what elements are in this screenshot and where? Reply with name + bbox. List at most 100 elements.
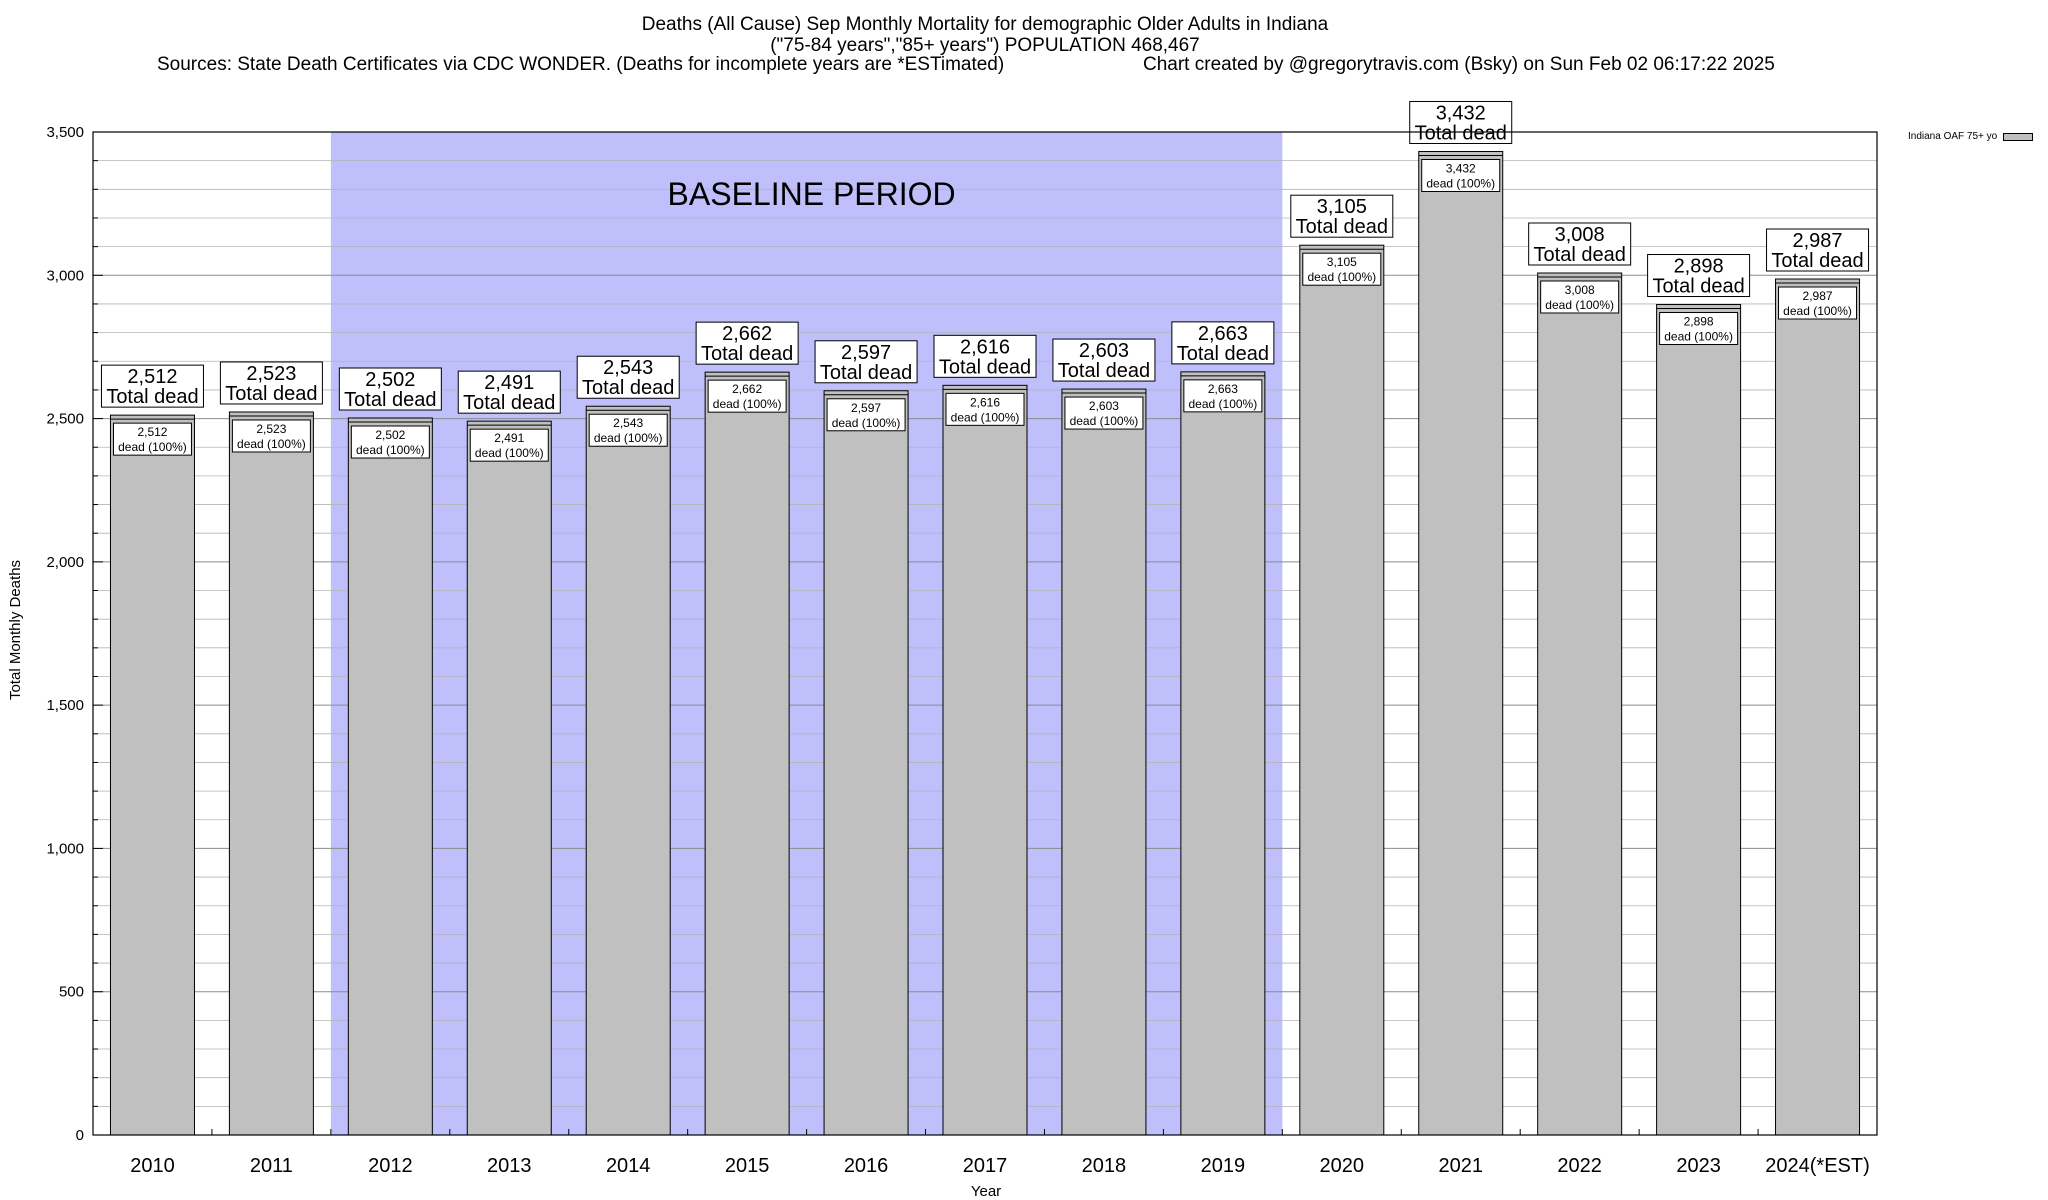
inner-dead-label: dead (100%) (1307, 270, 1376, 284)
top-value-label: 2,512 (127, 366, 177, 388)
legend-label: Indiana OAF 75+ yo (1908, 131, 1998, 142)
inner-dead-label: dead (100%) (1426, 176, 1495, 190)
x-tick-label: 2020 (1320, 1155, 1365, 1177)
top-total-label: Total dead (1415, 122, 1507, 144)
bar-2014 (585, 405, 671, 1136)
inner-value-label: 2,491 (494, 431, 524, 445)
chart-title: Deaths (All Cause) Sep Monthly Mortality… (0, 14, 1970, 56)
x-tick-label: 2019 (1201, 1155, 1246, 1177)
inner-label-box (112, 422, 192, 456)
top-label-box (1766, 228, 1870, 272)
inner-value-label: 2,597 (851, 401, 881, 415)
top-value-label: 2,502 (365, 369, 415, 391)
plot-frame (92, 131, 1878, 1136)
x-tick-label: 2021 (1438, 1155, 1483, 1177)
legend: Indiana OAF 75+ yo (1908, 131, 2034, 142)
top-total-label: Total dead (582, 377, 674, 399)
inner-label-box (1183, 379, 1263, 413)
inner-label-box (469, 428, 549, 462)
bar-2023 (1656, 304, 1742, 1136)
bar-2015 (704, 371, 790, 1136)
inner-value-label: 2,898 (1684, 315, 1714, 329)
inner-label-box (1659, 312, 1739, 346)
inner-value-label: 3,008 (1565, 283, 1595, 297)
top-value-label: 2,523 (246, 363, 296, 385)
inner-label-box (707, 379, 787, 413)
top-value-label: 2,543 (603, 357, 653, 379)
inner-dead-label: dead (100%) (594, 431, 663, 445)
x-tick-label: 2010 (130, 1155, 175, 1177)
inner-value-label: 2,523 (256, 422, 286, 436)
inner-dead-label: dead (100%) (832, 416, 901, 430)
top-total-label: Total dead (344, 389, 436, 411)
x-tick-label: 2017 (963, 1155, 1008, 1177)
top-value-label: 2,491 (484, 372, 534, 394)
bar-2016 (823, 390, 909, 1136)
x-tick-label: 2022 (1557, 1155, 1602, 1177)
y-tick-label: 2,000 (46, 554, 84, 571)
credit-text: Chart created by @gregorytravis.com (Bsk… (1143, 54, 1775, 75)
y-tick-label: 2,500 (46, 411, 84, 428)
top-total-label: Total dead (1058, 360, 1150, 382)
y-tick-label: 500 (59, 984, 84, 1001)
inner-value-label: 2,987 (1803, 289, 1833, 303)
inner-dead-label: dead (100%) (1545, 298, 1614, 312)
inner-value-label: 2,662 (732, 382, 762, 396)
inner-label-box (1421, 158, 1501, 192)
top-total-label: Total dead (1771, 250, 1863, 272)
x-tick-label: 2016 (844, 1155, 889, 1177)
inner-value-label: 2,663 (1208, 382, 1238, 396)
sources-text: Sources: State Death Certificates via CD… (157, 54, 1005, 75)
legend-swatch (2003, 132, 2034, 141)
top-value-label: 2,616 (960, 336, 1010, 358)
inner-value-label: 3,432 (1446, 161, 1476, 175)
title-line-1: Deaths (All Cause) Sep Monthly Mortality… (641, 14, 1329, 35)
top-label-box (219, 361, 323, 405)
x-tick-label: 2018 (1082, 1155, 1127, 1177)
inner-dead-label: dead (100%) (1070, 414, 1139, 428)
top-value-label: 3,105 (1317, 196, 1367, 218)
top-label-box (1052, 338, 1156, 382)
top-label-box (338, 367, 442, 411)
top-total-label: Total dead (820, 362, 912, 384)
inner-value-label: 2,512 (137, 425, 167, 439)
bar-2013 (466, 420, 552, 1136)
top-label-box (1290, 194, 1394, 238)
inner-dead-label: dead (100%) (951, 410, 1020, 424)
inner-dead-label: dead (100%) (1664, 330, 1733, 344)
top-value-label: 2,662 (722, 323, 772, 345)
top-label-box (457, 370, 561, 414)
bar-2024(*EST) (1775, 278, 1861, 1136)
bar-2010 (109, 414, 195, 1136)
inner-value-label: 3,105 (1327, 255, 1357, 269)
x-tick-label: 2011 (250, 1155, 293, 1177)
top-total-label: Total dead (1177, 343, 1269, 365)
top-label-box (576, 355, 680, 399)
top-total-label: Total dead (463, 392, 555, 414)
top-total-label: Total dead (106, 386, 198, 408)
inner-dead-label: dead (100%) (118, 440, 187, 454)
inner-dead-label: dead (100%) (356, 443, 425, 457)
bar-2017 (942, 384, 1028, 1136)
inner-label-box (350, 425, 430, 459)
inner-dead-label: dead (100%) (1189, 397, 1258, 411)
top-label-box (814, 340, 918, 384)
inner-value-label: 2,502 (375, 428, 405, 442)
inner-label-box (231, 419, 311, 453)
inner-label-box (1064, 396, 1144, 430)
top-total-label: Total dead (1534, 244, 1626, 266)
x-tick-label: 2013 (487, 1155, 532, 1177)
inner-dead-label: dead (100%) (475, 446, 544, 460)
y-tick-label: 3,000 (46, 267, 84, 284)
inner-value-label: 2,616 (970, 395, 1000, 409)
top-value-label: 2,987 (1793, 230, 1843, 252)
top-label-box (933, 334, 1037, 378)
y-tick-label: 1,500 (46, 697, 84, 714)
baseline-period-label: BASELINE PERIOD (668, 176, 956, 212)
top-label-box (1171, 321, 1275, 365)
top-value-label: 2,663 (1198, 323, 1248, 345)
inner-label-box (1778, 286, 1858, 320)
inner-value-label: 2,603 (1089, 399, 1119, 413)
inner-value-label: 2,543 (613, 416, 643, 430)
top-label-box (100, 364, 204, 408)
